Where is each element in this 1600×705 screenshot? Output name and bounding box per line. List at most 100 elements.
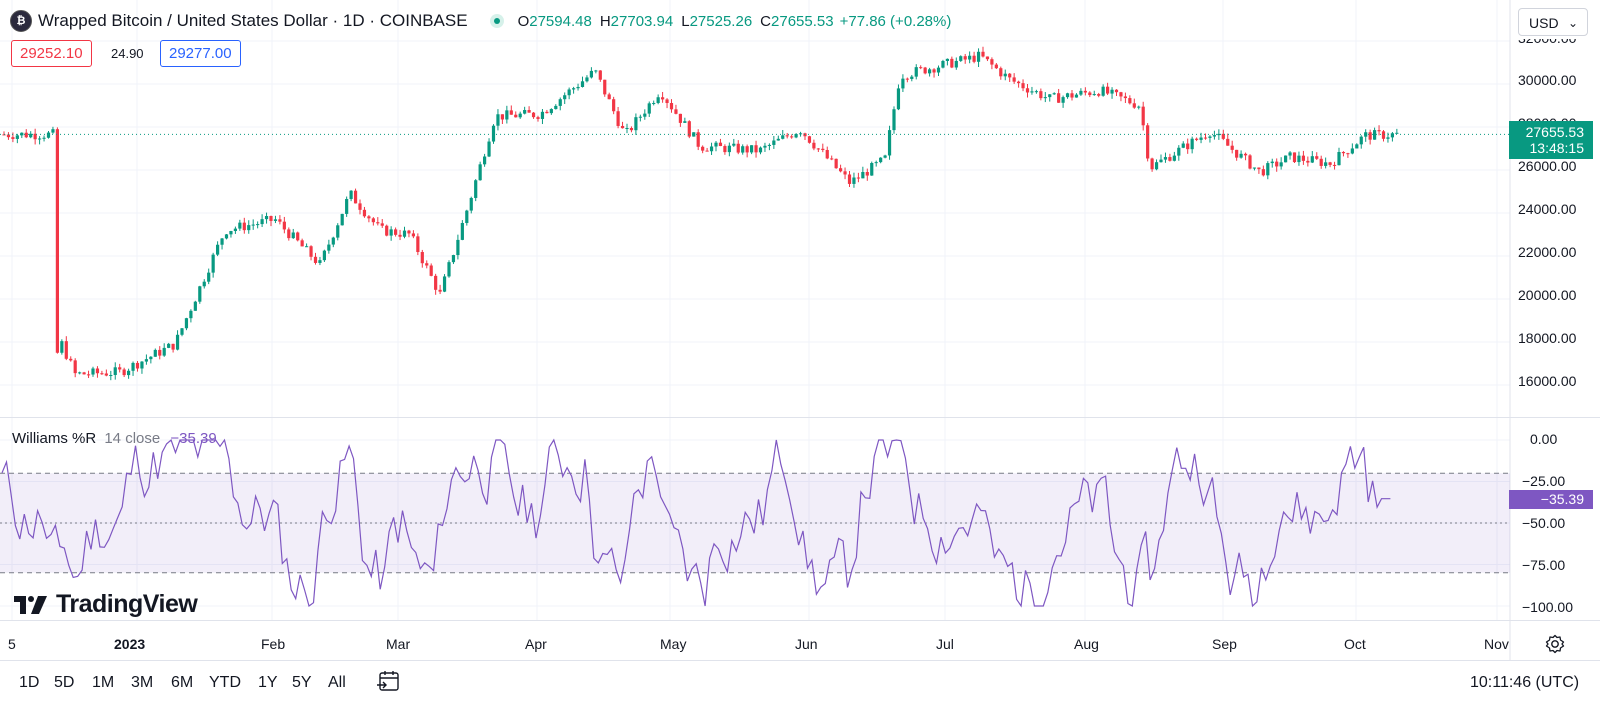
candle-body	[353, 190, 358, 204]
candle-body	[1008, 73, 1012, 78]
candle-body	[554, 105, 558, 110]
candle-body	[776, 138, 780, 141]
candle-body	[896, 88, 901, 110]
candle-body	[936, 67, 941, 73]
candle-body	[1359, 136, 1363, 145]
candle-body	[20, 132, 24, 136]
tradingview-logo[interactable]: TradingView	[14, 590, 198, 619]
candle-body	[158, 349, 162, 356]
candle-body	[11, 137, 15, 139]
candle-body	[914, 67, 918, 77]
candle-body	[536, 117, 540, 119]
candle-body	[118, 367, 122, 370]
candle-body	[256, 224, 260, 226]
candle-body	[616, 111, 620, 126]
candle-body	[772, 140, 776, 145]
timeframe-button-ytd[interactable]: YTD	[209, 674, 241, 691]
indicator-value: −35.39	[170, 430, 217, 447]
candle-body	[1230, 145, 1234, 150]
candle-body	[438, 289, 442, 292]
candle-body	[193, 301, 197, 311]
candle-body	[741, 146, 745, 153]
wbtc-coin-icon[interactable]: ₿	[10, 10, 32, 32]
candle-body	[576, 86, 580, 89]
candle-body	[24, 132, 28, 138]
bottom-toolbar	[0, 660, 1600, 705]
timeframe-button-6m[interactable]: 6M	[171, 674, 194, 691]
price-scale-label-partial: 32000.00	[1518, 30, 1577, 46]
candle-body	[15, 135, 19, 139]
candle-body	[100, 373, 104, 375]
candle-body	[51, 129, 55, 133]
candle-body	[420, 252, 424, 264]
timeframe-button-all[interactable]: All	[328, 674, 346, 691]
currency-select[interactable]: USD ⌄	[1518, 8, 1588, 36]
candle-body	[634, 117, 638, 131]
candle-body	[883, 155, 887, 158]
candle-body	[1279, 162, 1283, 167]
candle-body	[620, 125, 625, 129]
candle-body	[1297, 155, 1301, 163]
candle-body	[527, 110, 531, 113]
candle-body	[505, 110, 509, 120]
candle-body	[607, 94, 611, 100]
timeframe-button-1d[interactable]: 1D	[19, 674, 40, 691]
chart-canvas[interactable]	[0, 0, 1600, 660]
utc-clock[interactable]: 10:11:46 (UTC)	[1470, 674, 1580, 691]
timeframe-button-3m[interactable]: 3M	[131, 674, 154, 691]
candle-body	[816, 148, 820, 150]
candle-body	[589, 70, 593, 78]
timeframe-button-5y[interactable]: 5Y	[292, 674, 312, 691]
candle-body	[963, 56, 967, 60]
bar-countdown: 13:48:15	[1529, 140, 1585, 156]
close-key: C	[760, 12, 772, 30]
candle-body	[905, 78, 909, 80]
candle-body	[411, 233, 415, 237]
indicator-legend[interactable]: Williams %R 14 close −35.39	[12, 430, 217, 447]
timeframe-button-1y[interactable]: 1Y	[258, 674, 278, 691]
candle-body	[683, 121, 687, 123]
symbol-title[interactable]: Wrapped Bitcoin / United States Dollar ·…	[38, 11, 468, 30]
candle-body	[758, 147, 763, 153]
timeframe-button-5d[interactable]: 5D	[54, 674, 75, 691]
indicator-scale-label: 0.00	[1530, 431, 1558, 447]
go-to-date-icon[interactable]	[376, 670, 400, 692]
candle-body	[1065, 93, 1070, 98]
candle-body	[727, 145, 731, 153]
candle-body	[1003, 73, 1007, 77]
candle-body	[1101, 86, 1105, 96]
candle-body	[638, 116, 642, 118]
candle-body	[1301, 155, 1305, 161]
close-value: 27655.53	[771, 12, 834, 30]
candle-body	[322, 250, 326, 261]
candle-body	[309, 246, 313, 257]
candle-body	[723, 146, 727, 153]
indicator-scale-label: −25.00	[1522, 473, 1566, 489]
candle-body	[140, 361, 144, 369]
candle-body	[362, 209, 367, 217]
timeframe-button-1m[interactable]: 1M	[92, 674, 115, 691]
candle-body	[247, 225, 251, 231]
candle-body	[29, 133, 33, 138]
time-scale-label: Sep	[1212, 636, 1237, 652]
candle-body	[207, 272, 211, 282]
candle-body	[135, 362, 140, 369]
candle-body	[612, 99, 616, 112]
candle-body	[523, 110, 527, 114]
settings-gear-icon[interactable]	[1545, 634, 1565, 654]
candle-body	[349, 190, 353, 199]
candle-body	[999, 68, 1003, 77]
candle-body	[478, 164, 482, 181]
candle-body	[1110, 89, 1114, 94]
sell-price-button[interactable]: 29252.10	[11, 40, 92, 67]
candle-body	[1186, 143, 1190, 150]
candle-body	[487, 141, 491, 157]
candle-body	[216, 244, 220, 255]
candle-body	[95, 368, 100, 374]
candle-body	[1261, 169, 1265, 176]
candle-body	[1248, 155, 1252, 169]
high-value: 27703.94	[610, 12, 674, 30]
candle-body	[465, 210, 469, 223]
candle-body	[985, 56, 990, 60]
buy-price-button[interactable]: 29277.00	[160, 40, 241, 67]
